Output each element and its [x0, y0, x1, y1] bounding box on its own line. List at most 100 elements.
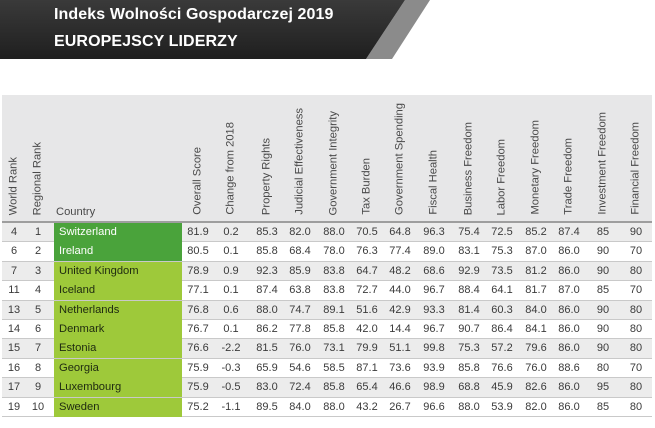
country-cell: Luxembourg	[54, 378, 182, 398]
score-cell: 82.0	[289, 226, 311, 238]
score-cell: 80	[596, 361, 610, 374]
column-header: Judicial Effectiveness	[286, 95, 314, 223]
regional-rank-cell: 10	[31, 400, 45, 413]
score-cell: 85.8	[256, 245, 278, 258]
table-header-divider	[2, 221, 652, 223]
country-cell: United Kingdom	[54, 261, 182, 281]
table-row: 4 1 Switzerland 81.9 0.2 85.3 82.0 88.0 70.5 64.8…	[2, 223, 652, 243]
score-cell: 86.0	[558, 323, 580, 335]
score-cell: 86.0	[558, 264, 580, 277]
column-header-label: Investment Freedom	[596, 112, 609, 215]
score-cell: 82.0	[525, 400, 547, 413]
country-cell: Georgia	[54, 358, 182, 378]
score-cell: 85	[596, 284, 610, 297]
score-cell: 93.9	[423, 361, 445, 374]
column-header: Labor Freedom	[488, 95, 516, 223]
score-cell: 87.4	[256, 284, 278, 297]
world-rank-cell: 16	[7, 361, 21, 374]
score-cell: 64.1	[491, 284, 513, 297]
regional-rank-cell: 4	[34, 284, 42, 297]
score-cell: 58.5	[323, 361, 345, 374]
score-cell: 64.7	[356, 264, 378, 277]
column-header: Property Rights	[253, 95, 281, 223]
score-cell: 85.8	[458, 361, 480, 374]
score-cell: 88.0	[323, 400, 345, 413]
score-cell: 86.0	[558, 381, 580, 394]
score-cell: 45.9	[491, 381, 513, 394]
score-cell: 99.8	[423, 342, 445, 355]
score-cell: 0.1	[223, 323, 239, 335]
table-row: 19 10 Sweden 75.2 -1.1 89.5 84.0 88.0 43.2 26.7 96…	[2, 397, 652, 417]
score-cell: 90	[629, 226, 643, 238]
score-cell: 63.8	[289, 284, 311, 297]
table-row: 11 4 Iceland 77.1 0.1 87.4 63.8 83.8 72.7 44.0 96.…	[2, 281, 652, 301]
country-cell: Netherlands	[54, 300, 182, 320]
score-cell: 96.7	[423, 323, 445, 335]
column-header: World Rank	[4, 95, 24, 223]
score-cell: 70	[629, 245, 643, 258]
column-header-country: Country	[56, 206, 96, 218]
score-cell: 89.1	[323, 303, 345, 316]
score-cell: 76.6	[491, 361, 513, 374]
score-cell: 80	[629, 400, 643, 413]
score-cell: -0.5	[221, 381, 241, 394]
score-cell: 90	[596, 264, 610, 277]
column-header-label: Trade Freedom	[562, 138, 575, 215]
score-cell: 82.6	[525, 381, 547, 394]
score-cell: 0.1	[223, 245, 239, 258]
score-cell: 76.8	[187, 303, 209, 316]
column-header-label: Regional Rank	[31, 141, 44, 215]
score-cell: 0.1	[223, 284, 239, 297]
score-cell: 89.5	[256, 400, 278, 413]
score-cell: 0.9	[223, 264, 239, 277]
score-cell: 81.9	[187, 226, 209, 238]
score-cell: 75.4	[458, 226, 480, 238]
column-header-label: Change from 2018	[224, 122, 237, 215]
column-header: Tax Burden	[353, 95, 381, 223]
score-cell: 57.2	[491, 342, 513, 355]
score-cell: 88.0	[323, 226, 345, 238]
score-cell: 75.2	[187, 400, 209, 413]
score-cell: 85	[596, 226, 610, 238]
score-cell: 42.0	[356, 323, 378, 335]
score-cell: 92.9	[458, 264, 480, 277]
world-rank-cell: 11	[8, 284, 20, 297]
regional-rank-cell: 8	[34, 361, 42, 374]
column-header: Change from 2018	[217, 95, 245, 223]
score-cell: 65.9	[256, 361, 278, 374]
column-header-label: Property Rights	[260, 137, 273, 215]
score-cell: 51.1	[389, 342, 411, 355]
column-header-label: Overall Score	[191, 147, 204, 215]
world-rank-cell: 13	[7, 303, 21, 316]
score-cell: 79.6	[525, 342, 547, 355]
column-header-label: Business Freedom	[462, 121, 475, 215]
country-cell: Switzerland	[54, 223, 182, 242]
score-cell: 43.2	[356, 400, 378, 413]
score-cell: 90	[596, 303, 610, 316]
score-cell: 81.7	[525, 284, 547, 297]
world-rank-cell: 14	[7, 323, 21, 335]
column-header: Monetary Freedom	[522, 95, 550, 223]
score-cell: 81.4	[458, 303, 480, 316]
country-cell: Sweden	[54, 397, 182, 417]
score-cell: 85.9	[289, 264, 311, 277]
country-cell: Ireland	[54, 242, 182, 262]
regional-rank-cell: 6	[34, 323, 42, 335]
score-cell: 77.1	[187, 284, 209, 297]
column-header-label: Tax Burden	[360, 158, 373, 215]
score-cell: 90	[596, 323, 610, 335]
score-cell: 26.7	[389, 400, 411, 413]
score-cell: 14.4	[389, 323, 411, 335]
column-header-label: Judicial Effectiveness	[293, 108, 306, 215]
score-cell: 86.2	[256, 323, 278, 335]
table-row: 7 3 United Kingdom 78.9 0.9 92.3 85.9 83.8 64.7 4…	[2, 261, 652, 282]
score-cell: 90	[596, 342, 610, 355]
score-cell: 87.0	[525, 245, 547, 258]
score-cell: 53.9	[491, 400, 513, 413]
score-cell: 85.3	[256, 226, 278, 238]
score-cell: 85.2	[525, 226, 547, 238]
table-row: 6 2 Ireland 80.5 0.1 85.8 68.4 78.0 76.3 77.4 89.0…	[2, 242, 652, 262]
score-cell: 87.1	[356, 361, 378, 374]
score-cell: 51.6	[356, 303, 378, 316]
score-cell: 46.6	[389, 381, 411, 394]
